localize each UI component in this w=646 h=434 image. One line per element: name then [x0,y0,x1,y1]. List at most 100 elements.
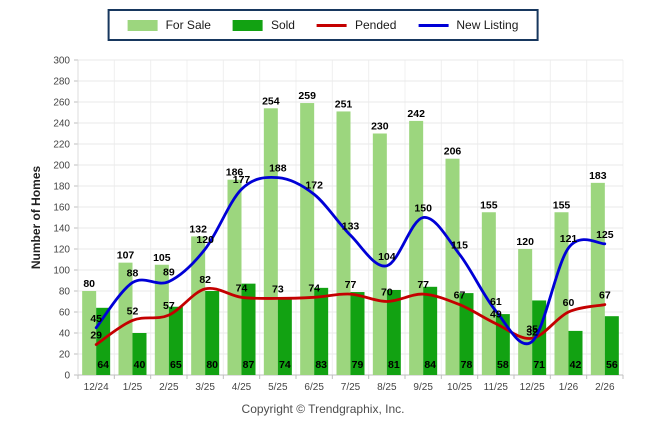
bar-for-sale-10-25 [445,158,460,375]
legend-item-new-listing: New Listing [418,18,518,32]
y-axis-tick-label: 260 [53,98,70,109]
x-axis-tick-label: 7/25 [341,382,361,393]
y-axis-tick-label: 100 [53,266,70,277]
bar-sold-4-25 [241,283,256,375]
legend-item-for-sale: For Sale [127,18,211,32]
bar-for-sale-12-25 [518,249,533,375]
label-pended: 73 [272,283,284,295]
bar-sold-8-25 [386,289,401,375]
label-pended: 77 [417,279,429,291]
bar-sold-6-25 [314,287,329,375]
legend: For Sale Sold Pended New Listing [107,9,539,41]
label-for-sale: 242 [407,108,425,120]
y-axis-tick-label: 300 [53,56,70,67]
label-sold: 64 [97,359,109,371]
label-pended: 35 [526,323,538,335]
label-for-sale: 259 [298,90,316,102]
x-axis-tick-label: 2/25 [159,382,179,393]
label-new-listing: 45 [90,313,102,325]
label-sold: 56 [606,359,618,371]
x-axis-tick-label: 12/25 [520,382,545,393]
legend-label-new-listing: New Listing [456,18,519,32]
label-sold: 81 [388,359,400,371]
bar-sold-5-25 [277,297,292,375]
y-axis-tick-label: 80 [59,287,71,298]
bar-sold-1-26 [568,330,583,375]
y-axis-tick-label: 180 [53,182,70,193]
label-pended: 74 [308,282,320,294]
label-new-listing: 177 [233,174,251,186]
legend-label-sold: Sold [270,18,295,32]
label-sold: 87 [243,359,255,371]
bar-for-sale-3-25 [191,236,206,375]
label-new-listing: 104 [378,251,396,263]
legend-item-pended: Pended [316,18,397,32]
label-sold: 58 [497,359,509,371]
y-axis-tick-label: 20 [59,350,71,361]
label-new-listing: 89 [163,267,175,279]
label-new-listing: 32 [526,326,538,338]
label-for-sale: 251 [335,98,353,110]
label-new-listing: 150 [414,203,432,215]
bar-for-sale-9-25 [409,120,424,376]
bar-for-sale-8-25 [372,133,387,375]
x-axis-tick-label: 1/26 [559,382,579,393]
number-of-homes-chart: 0 20 40 60 80 100 120 140 160 180 200 220 240 260 280 3… [29,56,624,393]
label-for-sale: 254 [262,95,280,107]
label-for-sale: 183 [589,170,607,182]
label-for-sale: 230 [371,121,389,133]
y-axis-tick-label: 200 [53,161,70,172]
bar-sold-10-25 [459,293,474,375]
label-new-listing: 88 [127,268,139,280]
label-new-listing: 61 [490,296,502,308]
label-pended: 60 [563,297,575,309]
label-sold: 79 [352,359,364,371]
label-new-listing: 120 [196,234,214,246]
y-axis-tick-label: 240 [53,119,70,130]
label-for-sale: 132 [189,223,207,235]
label-for-sale: 155 [480,199,498,211]
y-axis-title: Number of Homes [29,166,43,270]
label-new-listing: 125 [596,229,614,241]
y-axis-tick-label: 40 [59,329,71,340]
bar-sold-2-26 [604,316,619,375]
y-axis-tick-label: 120 [53,245,70,256]
label-for-sale: 186 [226,167,244,179]
for-sale-bars [82,103,605,376]
x-axis-tick-label: 3/25 [195,382,215,393]
x-axis-tick-label: 12/24 [84,382,109,393]
x-axis-tick-label: 5/25 [268,382,288,393]
x-axis-tick-label: 11/25 [484,382,509,393]
x-axis-tick-label: 4/25 [232,382,252,393]
label-pended: 70 [381,287,393,299]
bar-for-sale-11-25 [481,212,496,375]
bar-sold-9-25 [423,286,438,375]
label-sold: 65 [170,359,182,371]
copyright-text: Copyright © Trendgraphix, Inc. [241,402,405,416]
label-new-listing: 133 [342,220,360,232]
label-pended: 77 [345,279,357,291]
label-new-listing: 188 [269,163,287,175]
label-for-sale: 206 [444,146,462,158]
bar-for-sale-6-25 [300,103,315,376]
sold-swatch-icon [232,19,263,31]
x-axis-tick-label: 10/25 [447,382,472,393]
label-new-listing: 121 [560,233,578,245]
x-axis-tick-label: 9/25 [413,382,433,393]
y-axis-tick-label: 280 [53,77,70,88]
legend-label-pended: Pended [354,18,397,32]
y-axis-tick-label: 160 [53,203,70,214]
label-sold: 78 [461,359,473,371]
bar-sold-1-25 [132,333,147,375]
pended-line [94,286,607,346]
bar-sold-3-25 [205,291,220,375]
label-sold: 74 [279,359,291,371]
label-pended: 67 [454,290,466,302]
label-pended: 49 [490,309,502,321]
y-axis-tick-label: 220 [53,140,70,151]
label-new-listing: 172 [305,179,323,191]
y-axis-tick-label: 140 [53,224,70,235]
x-axis-tick-label: 2/26 [595,382,615,393]
label-for-sale: 80 [83,278,95,290]
label-pended: 29 [90,330,102,342]
